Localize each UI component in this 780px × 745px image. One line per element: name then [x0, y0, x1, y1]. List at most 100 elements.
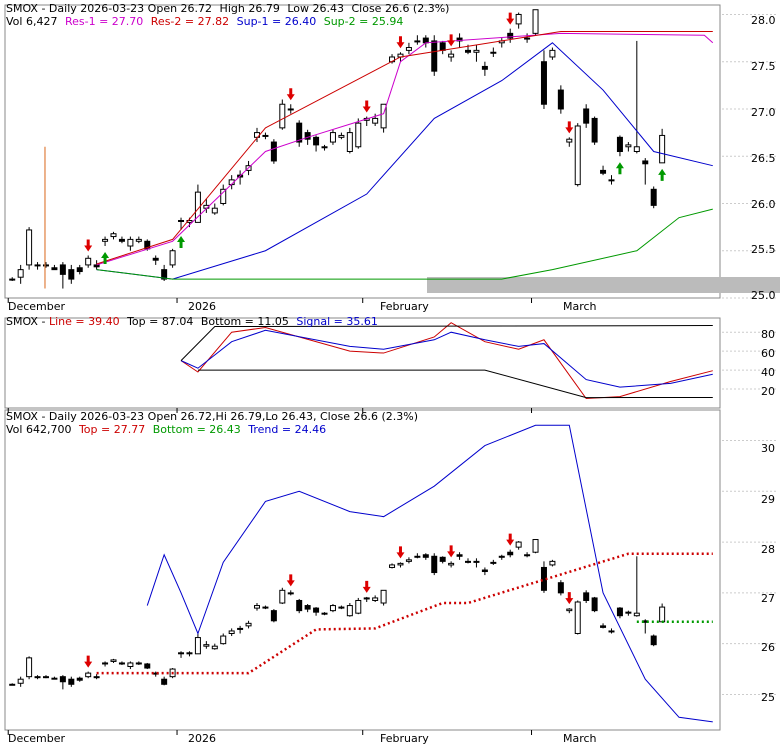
p1-title-res1: Res-1 = 27.70: [65, 15, 143, 28]
p2-ytick: 60: [761, 347, 775, 360]
candle-body: [405, 47, 412, 51]
candle-body: [524, 37, 531, 40]
candle-body-p3: [76, 677, 83, 681]
p2-title-bottom: Bottom = 11.05: [201, 315, 289, 328]
candle-body-p3: [127, 662, 134, 668]
xlabel-december: December: [8, 300, 66, 313]
svg-text:SMOX - Daily 2026-03-23 Open 2: SMOX - Daily 2026-03-23 Open 26.72,Hi 26…: [6, 410, 418, 423]
candle-body: [557, 89, 564, 110]
candle-body-p3: [591, 597, 598, 612]
candle-body: [76, 267, 83, 273]
candle-body: [473, 49, 480, 53]
candle-body-p3: [473, 560, 480, 563]
p1-title-symbol: SMOX - Daily 2026-03-23 Open 26.72: [6, 2, 212, 15]
candle-body-p3: [431, 555, 438, 574]
candle-body-p3: [237, 627, 244, 630]
candle-body-p3: [253, 605, 260, 609]
candle-body: [287, 108, 294, 111]
candle-body-p3: [625, 611, 632, 614]
candle-body-p3: [490, 561, 497, 564]
p1-ytick: 27.5: [751, 60, 776, 73]
candle-body-p3: [186, 652, 193, 655]
candle-body-p3: [85, 672, 92, 678]
p2-ytick: 40: [761, 366, 775, 379]
candle-body-p3: [59, 676, 66, 683]
series-res-2: [96, 30, 713, 265]
candle-body: [583, 108, 590, 124]
candle-body-p3: [34, 676, 41, 679]
candle-body-p3: [566, 608, 573, 612]
down-arrow-p3: [84, 655, 93, 668]
p3-title-top: Top = 27.77: [78, 423, 145, 436]
osc-bottom: [197, 369, 713, 399]
p2-title-symbol: SMOX: [6, 315, 38, 328]
candle-body-p3: [481, 569, 488, 573]
candle-body-p3: [211, 645, 218, 650]
candle-body-p3: [397, 562, 404, 566]
candle-body-p3: [515, 541, 522, 548]
candle-body: [616, 136, 623, 153]
down-arrow: [362, 100, 371, 113]
p3-ytick: 29: [761, 493, 775, 506]
p1-ytick: 25.5: [751, 243, 776, 256]
candle-body: [102, 238, 109, 242]
candle-body: [304, 132, 311, 140]
candle-body-p3: [389, 564, 396, 568]
candle-body: [220, 188, 227, 204]
svg-text:Vol 642,700 Top = 27.77: Vol 642,700 Top = 27.77 Bottom = 26.43 T…: [6, 423, 326, 436]
p3-ytick: 26: [761, 641, 775, 654]
p3-ytick: 27: [761, 592, 775, 605]
p1-ytick: 25.0: [751, 289, 776, 302]
candle-body-p3: [118, 662, 125, 665]
up-arrow: [658, 168, 667, 181]
candle-body: [127, 238, 134, 247]
candle-body-p3: [203, 644, 210, 647]
up-arrow: [101, 252, 110, 265]
down-arrow-p3: [396, 546, 405, 559]
svg-text:Vol 6,427 Res-1 = 27.70: Vol 6,427 Res-1 = 27.70 Res-2 = 27.82 Su…: [6, 15, 403, 28]
p2-title-top: Top = 87.04: [126, 315, 193, 328]
candle-body-p3: [304, 605, 311, 610]
candle-body: [118, 238, 125, 242]
p1-title-res2: Res-2 = 27.82: [151, 15, 229, 28]
volume-band: [427, 277, 780, 293]
p1-title-vol: Vol 6,427: [6, 15, 57, 28]
candle-body-p3: [498, 555, 505, 558]
candle-body-p3: [338, 606, 345, 609]
band-top: [96, 552, 713, 675]
candle-body: [85, 257, 92, 266]
xlabel-2026: 2026: [188, 300, 216, 313]
up-arrow: [615, 162, 624, 175]
candle-body-p3: [355, 599, 362, 614]
candle-body-p3: [220, 635, 227, 645]
xlabel-february-bottom: February: [380, 732, 429, 745]
p2-ytick: 20: [761, 385, 775, 398]
candle-body: [321, 146, 328, 149]
p1-title-close: Close 26.6 (2.3%): [351, 2, 449, 15]
candle-body-p3: [524, 554, 531, 557]
panel-frame: [4, 4, 721, 299]
p3-ytick: 28: [761, 543, 775, 556]
candle-body: [262, 134, 269, 137]
candle-body: [135, 238, 142, 242]
xlabel-february: February: [380, 300, 429, 313]
candle-body-p3: [583, 592, 590, 601]
candle-body-p3: [144, 663, 151, 669]
candle-body: [93, 264, 100, 268]
candle-body: [110, 233, 117, 238]
candle-body: [380, 103, 387, 129]
candle-body-p3: [414, 555, 421, 558]
candle-body: [178, 219, 185, 222]
p3-ytick: 25: [761, 691, 775, 704]
candle-body-p3: [608, 630, 615, 633]
candle-body-p3: [346, 605, 353, 617]
xlabel-march: March: [563, 300, 597, 313]
xlabel-march-bottom: March: [563, 732, 597, 745]
candle-body-p3: [161, 678, 168, 685]
candle-body: [600, 169, 607, 174]
candle-body: [161, 269, 168, 280]
candle-body-p3: [650, 635, 657, 646]
candle-body: [532, 9, 539, 34]
p3-title-trend: Trend = 24.46: [247, 423, 326, 436]
candle-body: [329, 132, 336, 143]
